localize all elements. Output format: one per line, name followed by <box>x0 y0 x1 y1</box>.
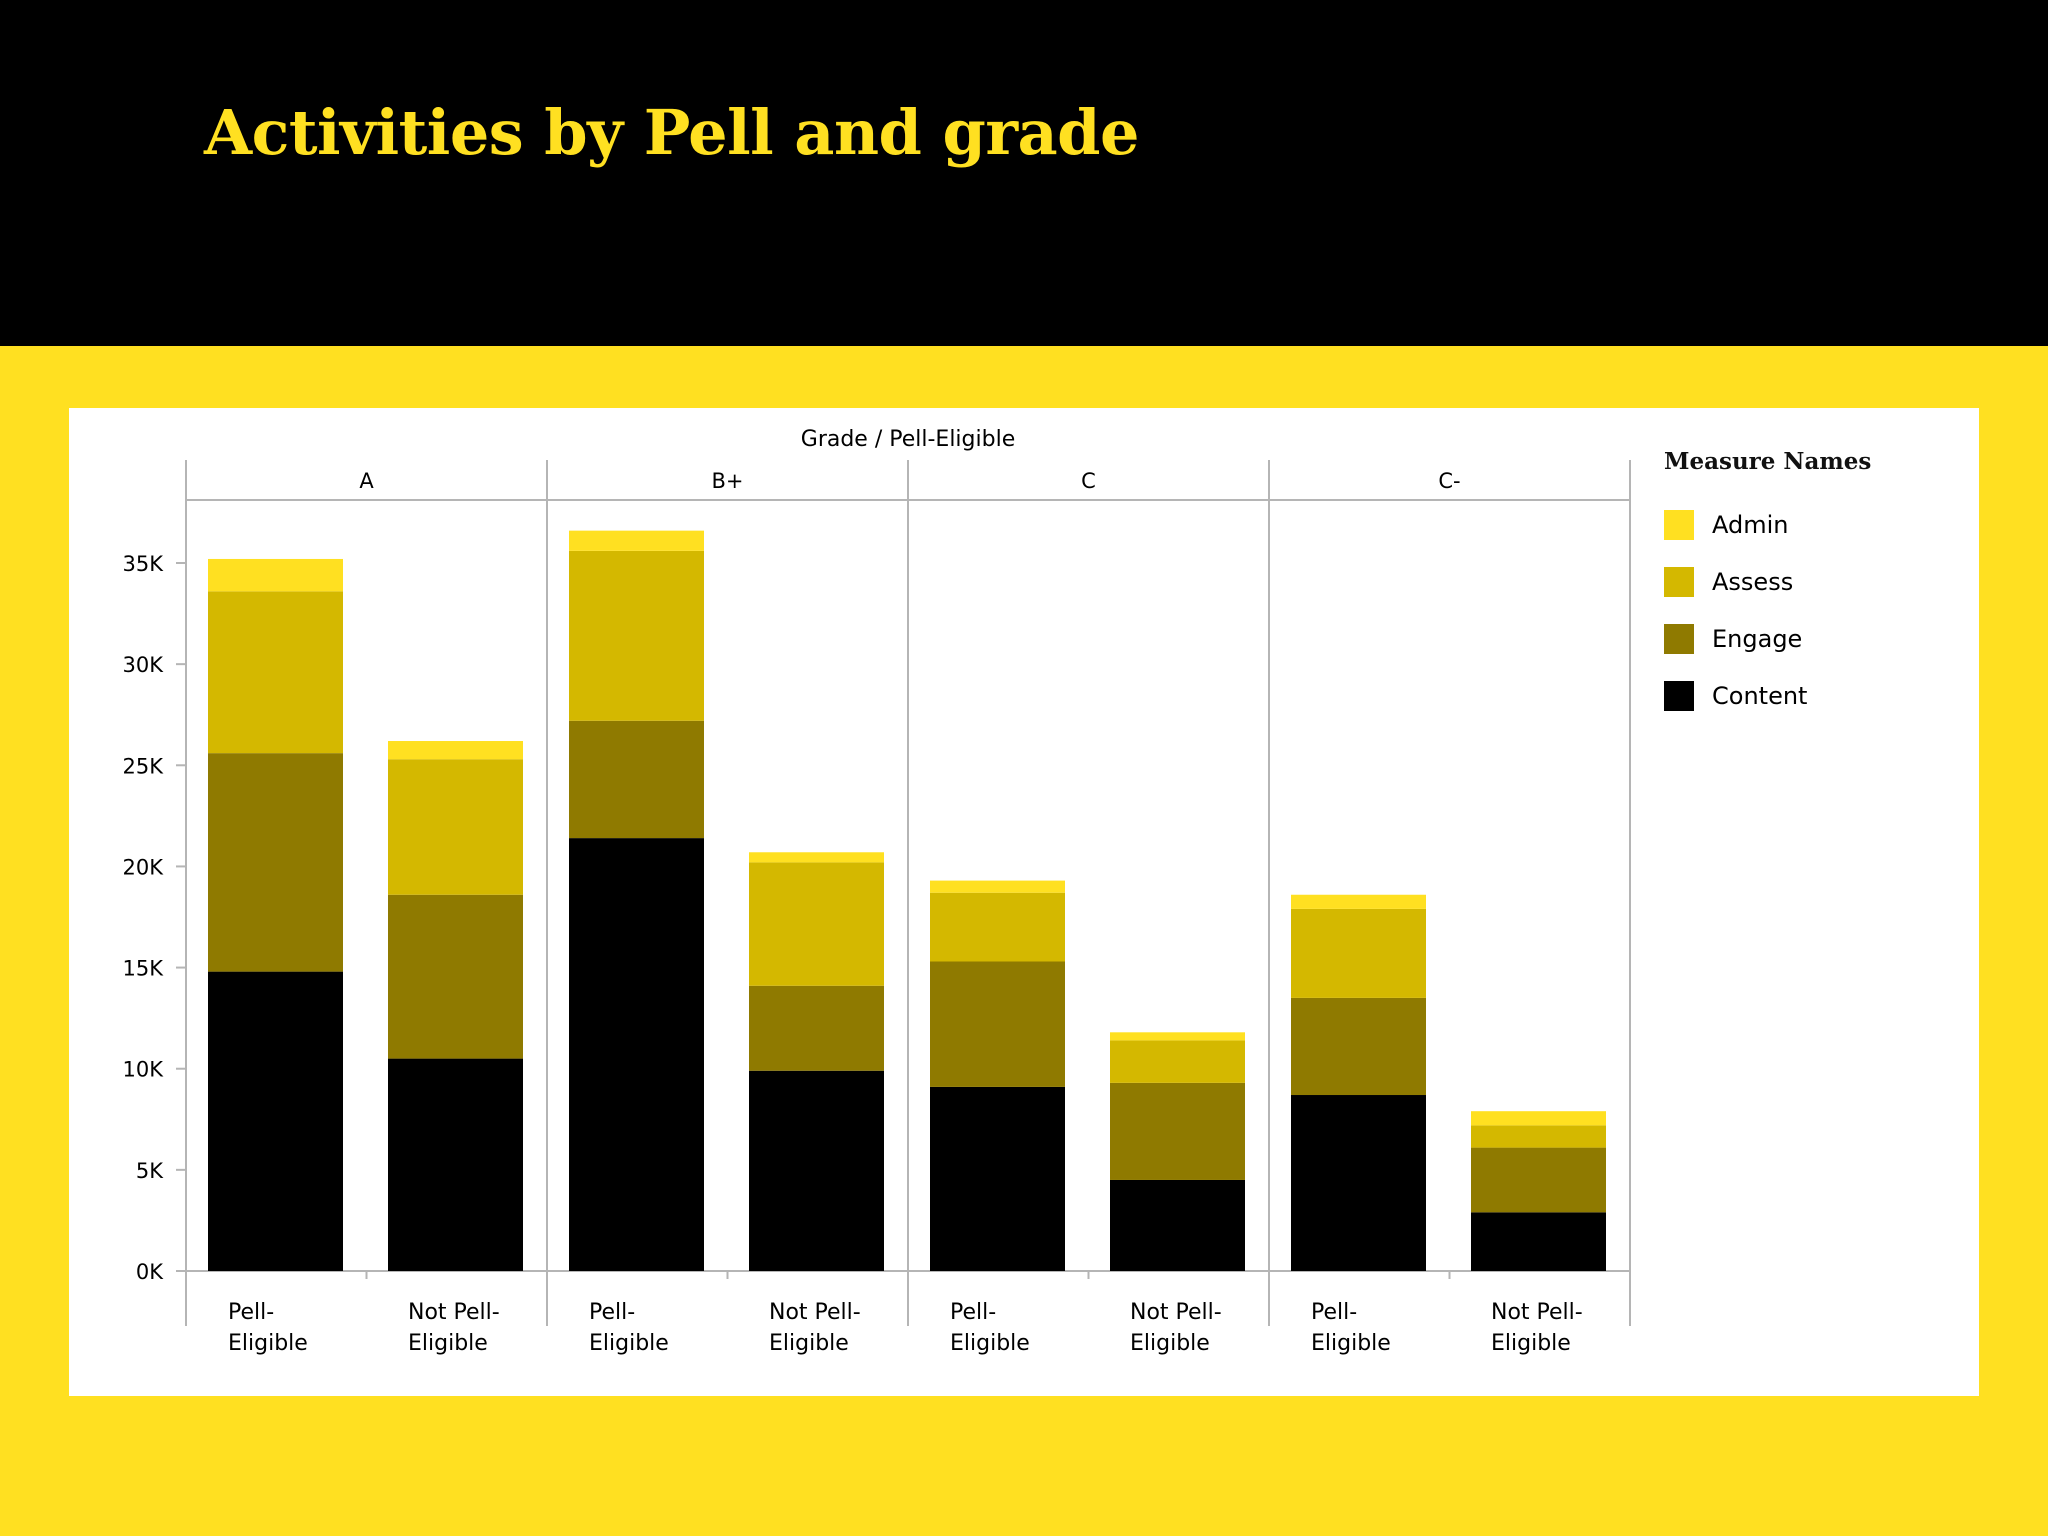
slide-title: Activities by Pell and grade <box>204 96 1139 169</box>
bar-segment-admin <box>1471 1111 1606 1126</box>
bar-segment-content <box>1471 1212 1606 1271</box>
legend-label: Admin <box>1712 511 1789 539</box>
bar-segment-content <box>930 1086 1065 1271</box>
bar-segment-content <box>388 1058 523 1271</box>
y-tick-label: 35K <box>123 552 165 576</box>
category-label: Pell- <box>228 1300 274 1325</box>
bar-segment-admin <box>930 880 1065 893</box>
bar-segment-engage <box>930 961 1065 1087</box>
bar-segment-admin <box>749 852 884 863</box>
legend-label: Assess <box>1712 568 1794 596</box>
legend-swatch-content <box>1664 681 1694 711</box>
bar-segment-assess <box>1110 1040 1245 1083</box>
category-label: Eligible <box>1491 1331 1571 1356</box>
category-label: Eligible <box>950 1331 1030 1356</box>
bar-segment-assess <box>1471 1125 1606 1148</box>
legend-label: Engage <box>1712 625 1803 653</box>
category-label: Eligible <box>408 1331 488 1356</box>
group-label: C- <box>1438 469 1460 493</box>
category-label: Eligible <box>1130 1331 1210 1356</box>
legend-swatch-admin <box>1664 510 1694 540</box>
legend-item-engage[interactable]: Engage <box>1664 624 1802 654</box>
group-label: C <box>1081 469 1096 493</box>
bar-segment-content <box>208 971 343 1271</box>
y-tick-label: 25K <box>123 754 165 778</box>
y-tick-label: 30K <box>123 653 165 677</box>
bar-segment-engage <box>388 894 523 1059</box>
bar-segment-assess <box>749 862 884 986</box>
category-label: Eligible <box>228 1331 308 1356</box>
bar-segment-engage <box>1110 1082 1245 1180</box>
title-bar <box>0 0 2048 346</box>
column-header-title: Grade / Pell-Eligible <box>801 427 1015 452</box>
y-tick-label: 0K <box>136 1260 164 1284</box>
bar-segment-assess <box>1291 908 1426 998</box>
category-label: Pell- <box>950 1300 996 1325</box>
group-label: A <box>359 469 374 493</box>
category-label: Eligible <box>769 1331 849 1356</box>
legend-swatch-engage <box>1664 624 1694 654</box>
bar-segment-assess <box>930 892 1065 962</box>
category-label: Pell- <box>589 1300 635 1325</box>
category-label: Not Pell- <box>769 1300 861 1325</box>
bar-segment-assess <box>208 591 343 754</box>
category-label: Not Pell- <box>1130 1300 1222 1325</box>
bar-segment-engage <box>749 985 884 1071</box>
category-label: Not Pell- <box>1491 1300 1583 1325</box>
bar-segment-engage <box>208 753 343 972</box>
legend-item-content[interactable]: Content <box>1664 681 1807 711</box>
bar-segment-admin <box>388 741 523 760</box>
bar-segment-admin <box>1110 1032 1245 1041</box>
legend-swatch-assess <box>1664 567 1694 597</box>
group-label: B+ <box>711 469 743 493</box>
bar-segment-assess <box>569 550 704 721</box>
y-tick-label: 15K <box>123 957 165 981</box>
legend: Measure Names Admin Assess Engage Conten… <box>1594 408 1954 711</box>
chart-bars <box>208 530 1606 1271</box>
bar-segment-content <box>749 1070 884 1271</box>
bar-segment-admin <box>569 530 704 551</box>
category-label: Not Pell- <box>408 1300 500 1325</box>
bar-segment-content <box>1291 1095 1426 1271</box>
legend-item-admin[interactable]: Admin <box>1664 510 1789 540</box>
bar-segment-content <box>569 838 704 1271</box>
bar-segment-admin <box>208 558 343 592</box>
bar-segment-assess <box>388 759 523 895</box>
legend-title: Measure Names <box>1664 448 1872 475</box>
bar-segment-engage <box>1471 1147 1606 1213</box>
y-tick-label: 10K <box>123 1058 165 1082</box>
y-tick-label: 5K <box>136 1159 164 1183</box>
bar-segment-admin <box>1291 894 1426 909</box>
bar-segment-content <box>1110 1179 1245 1271</box>
category-label: Eligible <box>589 1331 669 1356</box>
y-tick-label: 20K <box>123 855 165 879</box>
legend-item-assess[interactable]: Assess <box>1664 567 1793 597</box>
category-label: Eligible <box>1311 1331 1391 1356</box>
legend-label: Content <box>1712 682 1808 710</box>
category-label: Pell- <box>1311 1300 1357 1325</box>
chart-labels: Grade / Pell-Eligible A B+ C C- 0K 5K 10K 15K 20K… <box>123 427 1583 1356</box>
bar-segment-engage <box>569 720 704 839</box>
bar-segment-engage <box>1291 997 1426 1096</box>
